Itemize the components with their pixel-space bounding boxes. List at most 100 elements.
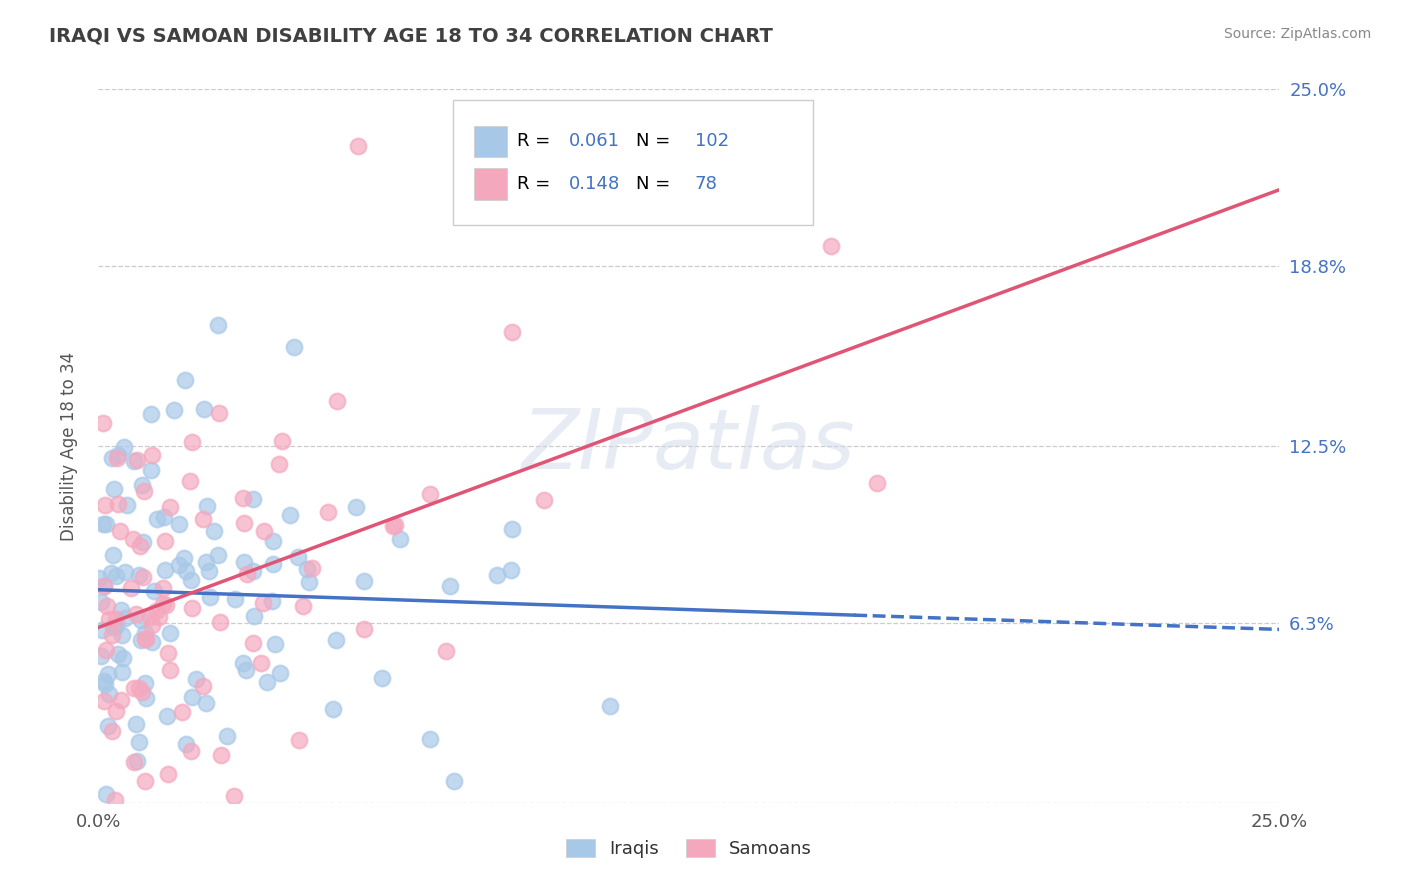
- Point: [243, 609, 266, 624]
- Point: [107, 448, 129, 462]
- Point: [139, 407, 162, 421]
- Point: [439, 579, 461, 593]
- Point: [215, 729, 238, 743]
- Point: [193, 402, 215, 417]
- Point: [101, 628, 124, 642]
- Point: [198, 590, 221, 604]
- Point: [283, 340, 305, 354]
- Point: [128, 681, 150, 695]
- Point: [91, 517, 114, 532]
- Point: [207, 549, 229, 563]
- Point: [120, 581, 142, 595]
- Point: [94, 676, 117, 690]
- Point: [249, 656, 271, 670]
- Point: [298, 574, 321, 589]
- Text: N =: N =: [636, 132, 676, 150]
- Point: [326, 393, 349, 408]
- Point: [207, 318, 229, 333]
- Point: [135, 690, 157, 705]
- Point: [159, 663, 181, 677]
- Point: [443, 774, 465, 789]
- Point: [224, 789, 246, 804]
- Point: [100, 566, 122, 580]
- Point: [94, 498, 117, 512]
- Point: [262, 558, 284, 572]
- Point: [139, 610, 162, 624]
- Point: [131, 569, 153, 583]
- Point: [134, 774, 156, 789]
- Point: [599, 698, 621, 713]
- Point: [111, 651, 134, 665]
- Point: [141, 448, 163, 462]
- Point: [153, 510, 176, 524]
- Point: [129, 633, 152, 648]
- Point: [96, 599, 118, 614]
- Point: [114, 611, 136, 625]
- Point: [253, 524, 276, 538]
- Point: [262, 594, 284, 608]
- Point: [98, 612, 121, 626]
- Point: [256, 675, 278, 690]
- Point: [180, 601, 202, 615]
- Text: R =: R =: [516, 175, 555, 193]
- Point: [145, 605, 167, 619]
- Point: [381, 518, 404, 533]
- Text: ZIPatlas: ZIPatlas: [522, 406, 856, 486]
- Point: [152, 581, 174, 595]
- Point: [93, 579, 115, 593]
- Point: [159, 626, 181, 640]
- Point: [371, 671, 394, 685]
- Point: [353, 622, 375, 636]
- Point: [232, 491, 254, 505]
- Text: Source: ZipAtlas.com: Source: ZipAtlas.com: [1223, 27, 1371, 41]
- Point: [104, 793, 127, 807]
- Point: [153, 533, 176, 548]
- Point: [155, 563, 177, 577]
- FancyBboxPatch shape: [453, 100, 813, 225]
- Point: [104, 704, 127, 718]
- Point: [269, 666, 291, 681]
- Point: [107, 497, 129, 511]
- Point: [318, 505, 340, 519]
- Point: [141, 617, 163, 632]
- Point: [322, 702, 344, 716]
- Point: [180, 743, 202, 757]
- Text: 78: 78: [695, 175, 717, 193]
- Point: [198, 565, 221, 579]
- Point: [155, 598, 177, 612]
- Point: [287, 733, 309, 747]
- Point: [180, 690, 202, 704]
- Point: [202, 524, 225, 539]
- Point: [287, 550, 309, 565]
- Point: [93, 694, 115, 708]
- Point: [90, 595, 112, 609]
- Point: [103, 482, 125, 496]
- Point: [419, 732, 441, 747]
- Point: [263, 636, 285, 650]
- Point: [135, 632, 157, 647]
- Y-axis label: Disability Age 18 to 34: Disability Age 18 to 34: [59, 351, 77, 541]
- Point: [91, 416, 114, 430]
- Point: [278, 508, 301, 522]
- Point: [141, 635, 163, 649]
- Point: [97, 719, 120, 733]
- Point: [96, 787, 118, 801]
- Point: [128, 735, 150, 749]
- Point: [93, 579, 115, 593]
- Point: [163, 403, 186, 417]
- Text: 102: 102: [695, 132, 728, 150]
- FancyBboxPatch shape: [474, 126, 508, 157]
- Point: [90, 648, 112, 663]
- Point: [180, 573, 202, 587]
- Point: [434, 644, 457, 658]
- Text: 0.148: 0.148: [568, 175, 620, 193]
- Point: [125, 607, 148, 622]
- Point: [184, 672, 207, 686]
- Point: [152, 597, 174, 611]
- Point: [224, 592, 246, 607]
- Point: [132, 483, 155, 498]
- Text: R =: R =: [516, 132, 555, 150]
- Point: [325, 632, 347, 647]
- Point: [344, 500, 367, 514]
- Point: [195, 696, 218, 710]
